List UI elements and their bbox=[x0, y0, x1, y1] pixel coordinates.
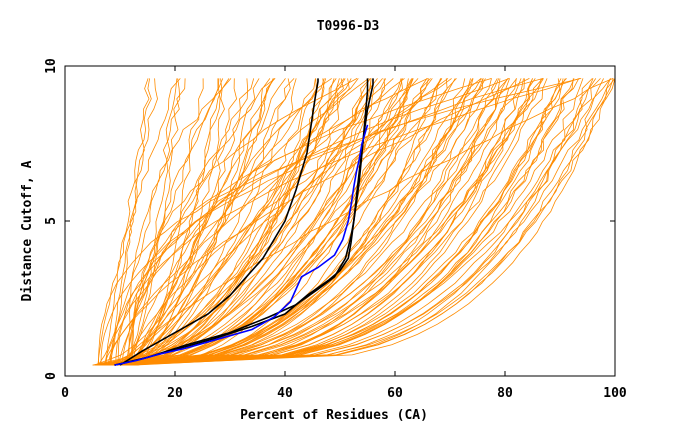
model-curve bbox=[116, 78, 317, 366]
model-curve bbox=[110, 78, 158, 366]
model-curve bbox=[102, 78, 574, 366]
x-tick-label: 40 bbox=[277, 386, 293, 401]
model-curve bbox=[100, 78, 403, 366]
y-axis-label: Distance Cutoff, A bbox=[20, 160, 35, 301]
model-curve bbox=[129, 78, 276, 366]
model-curve bbox=[122, 78, 500, 366]
model-curve bbox=[99, 78, 510, 366]
model-curve bbox=[103, 78, 405, 366]
y-tick-label: 5 bbox=[44, 217, 59, 225]
x-tick-label: 0 bbox=[61, 386, 69, 401]
model-curve bbox=[108, 78, 371, 366]
model-curve bbox=[135, 78, 204, 366]
model-curve bbox=[113, 78, 409, 366]
model-curve bbox=[123, 78, 486, 366]
model-curve bbox=[101, 78, 604, 366]
model-curve bbox=[123, 78, 593, 366]
model-curve bbox=[128, 78, 230, 366]
model-curve bbox=[97, 78, 186, 366]
model-curve bbox=[123, 78, 466, 366]
model-curve bbox=[98, 78, 509, 366]
model-curve bbox=[115, 78, 580, 366]
model-curve bbox=[103, 78, 567, 366]
model-curve bbox=[121, 78, 181, 366]
model-curve bbox=[121, 78, 178, 366]
model-curve bbox=[103, 78, 518, 366]
highlight-series-line bbox=[114, 124, 369, 366]
model-curve bbox=[98, 78, 582, 366]
model-curve bbox=[97, 78, 386, 366]
model-curve bbox=[122, 78, 611, 366]
highlight-series-line bbox=[114, 78, 374, 366]
chart-title: T0996-D3 bbox=[317, 19, 380, 34]
model-curve bbox=[126, 78, 443, 366]
model-curve bbox=[132, 78, 337, 366]
model-curve bbox=[131, 78, 297, 366]
model-curve bbox=[135, 78, 442, 366]
model-curve bbox=[110, 78, 566, 366]
model-curve bbox=[132, 78, 332, 366]
model-curve bbox=[104, 78, 492, 366]
model-curve bbox=[118, 78, 482, 366]
model-curve bbox=[94, 78, 394, 366]
x-ticks: 0 20 40 60 80 100 bbox=[61, 66, 627, 401]
model-curve bbox=[100, 78, 561, 366]
model-curve bbox=[134, 78, 325, 366]
model-curve bbox=[135, 78, 484, 366]
x-axis-label: Percent of Residues (CA) bbox=[240, 408, 428, 423]
model-curve bbox=[115, 78, 601, 366]
model-curve bbox=[116, 78, 429, 366]
model-curve bbox=[106, 78, 616, 366]
model-curve bbox=[104, 78, 501, 366]
x-tick-label: 80 bbox=[497, 386, 513, 401]
model-curve bbox=[112, 78, 344, 366]
model-curve bbox=[131, 78, 291, 366]
model-curve bbox=[130, 78, 238, 366]
model-curve bbox=[96, 78, 517, 366]
model-curve bbox=[105, 78, 152, 366]
model-curve bbox=[109, 78, 457, 366]
model-curve bbox=[109, 78, 542, 366]
model-curve bbox=[97, 78, 584, 366]
model-curve bbox=[108, 78, 150, 366]
background-curves bbox=[92, 78, 616, 366]
model-curve bbox=[120, 78, 614, 366]
x-tick-label: 60 bbox=[387, 386, 403, 401]
model-curve bbox=[132, 78, 452, 366]
y-tick-label: 0 bbox=[44, 372, 59, 380]
x-tick-label: 20 bbox=[167, 386, 183, 401]
model-curve bbox=[132, 78, 492, 366]
model-curve bbox=[133, 78, 522, 366]
y-ticks: 0 5 10 bbox=[44, 58, 615, 380]
model-curve bbox=[101, 78, 327, 366]
highlight-series-line bbox=[119, 78, 319, 366]
model-curve bbox=[109, 78, 428, 366]
model-curve bbox=[117, 78, 340, 366]
model-curve bbox=[123, 78, 597, 366]
model-curve bbox=[95, 78, 525, 366]
model-curve bbox=[125, 78, 413, 366]
y-tick-label: 10 bbox=[44, 58, 59, 74]
model-curve bbox=[136, 78, 383, 366]
model-curve bbox=[95, 78, 564, 366]
model-curve bbox=[127, 78, 616, 366]
highlight-curves bbox=[114, 78, 374, 366]
model-curve bbox=[122, 78, 260, 366]
model-curve bbox=[126, 78, 449, 366]
model-curve bbox=[104, 78, 369, 366]
x-tick-label: 100 bbox=[603, 386, 627, 401]
model-curve bbox=[97, 78, 181, 366]
model-curve bbox=[132, 78, 274, 366]
model-curve bbox=[125, 78, 594, 366]
model-curve bbox=[97, 78, 441, 366]
model-curve bbox=[92, 78, 433, 366]
model-curve bbox=[109, 78, 548, 366]
